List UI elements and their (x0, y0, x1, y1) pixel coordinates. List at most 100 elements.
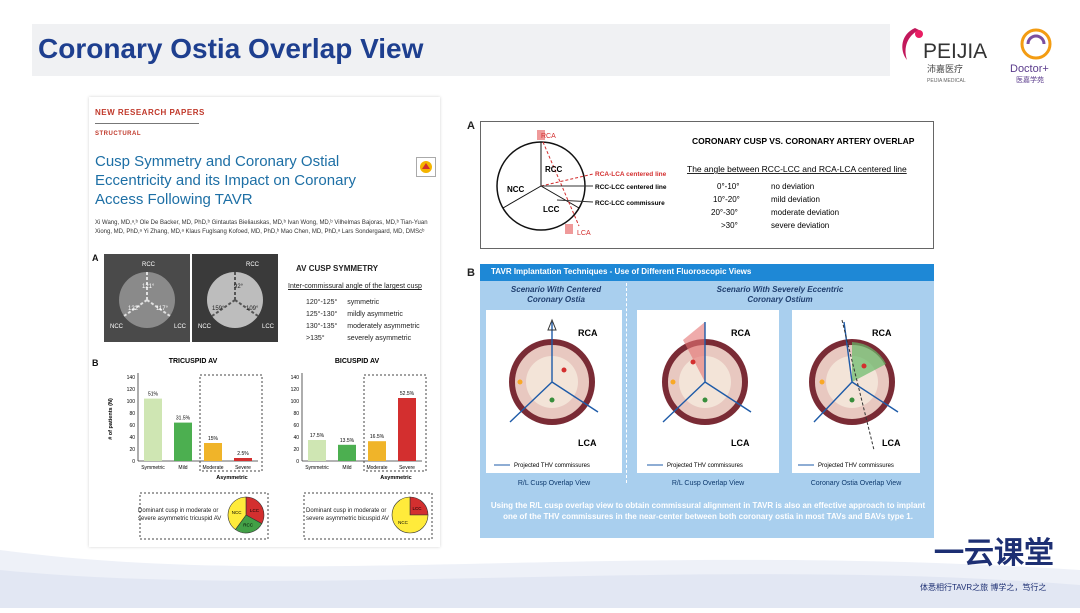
y-tick-label: 80 (129, 411, 135, 417)
data-label: 17.5% (310, 433, 325, 439)
svg-text:92°: 92° (234, 284, 244, 290)
dominant-bicuspid-note: Dominant cusp in moderate or severe asym… (306, 508, 389, 522)
cusp-symmetry-heading: AV CUSP SYMMETRY (296, 264, 379, 273)
svg-text:RCC: RCC (142, 262, 156, 268)
paper-title: Cusp Symmetry and Coronary Ostial Eccent… (95, 153, 356, 208)
category-label: Moderate (366, 465, 387, 471)
svg-text:RCA-LCA centered line: RCA-LCA centered line (595, 171, 667, 178)
category-label: Mild (342, 465, 351, 471)
svg-text:109°: 109° (246, 306, 259, 312)
panel-a-label: A (467, 120, 475, 132)
svg-text:Projected THV commissures: Projected THV commissures (818, 463, 894, 469)
peijia-logo: PEIJIA 沛嘉医疗 PEIJIA MEDICAL (893, 20, 998, 88)
pie-label: RCC (243, 523, 253, 528)
category-label: Severe (399, 465, 415, 471)
svg-text:10°-20°: 10°-20° (713, 195, 740, 204)
y-tick-label: 100 (291, 399, 300, 405)
bar (204, 443, 222, 461)
panel-a-heading: CORONARY CUSP VS. CORONARY ARTERY OVERLA… (692, 136, 915, 146)
svg-text:159°: 159° (212, 306, 225, 312)
svg-text:NCC: NCC (110, 324, 124, 330)
bar (144, 398, 162, 461)
y-tick-label: 120 (291, 387, 300, 393)
y-tick-label: 80 (293, 411, 299, 417)
paper-panel-a-label: A (92, 253, 99, 263)
bar (398, 398, 416, 461)
svg-text:Doctor+: Doctor+ (1010, 63, 1049, 75)
pie-label: NCC (398, 520, 408, 525)
svg-text:LCC: LCC (543, 205, 560, 214)
panel-a-subheading: The angle between RCC-LCC and RCA-LCA ce… (687, 164, 907, 174)
slide-title: Coronary Ostia Overlap View (38, 33, 424, 64)
svg-text:NCC: NCC (507, 185, 525, 194)
panel-b-header-text: TAVR Implantation Techniques - Use of Di… (491, 267, 752, 276)
svg-text:no deviation: no deviation (771, 182, 814, 191)
svg-text:医嘉学苑: 医嘉学苑 (1016, 75, 1044, 84)
footer-wave (0, 530, 1080, 608)
svg-text:LCA: LCA (578, 438, 597, 448)
paper-section: STRUCTURAL (95, 131, 141, 137)
category-label: Moderate (202, 465, 223, 471)
svg-text:RCA: RCA (578, 328, 598, 338)
svg-text:mild deviation: mild deviation (771, 195, 820, 204)
y-tick-label: 0 (132, 459, 135, 465)
bar (234, 458, 252, 461)
category-label: Severe (235, 465, 251, 471)
scenario-centered-title: Scenario With Centered Coronary Ostia (510, 285, 602, 304)
y-tick-label: 100 (127, 399, 136, 405)
pie-label: LCC (412, 506, 422, 511)
panel-b-label: B (467, 267, 475, 279)
paper-panel-b-label: B (92, 358, 99, 368)
footer-tagline: 体悉相行TAVR之旅 博学之，笃行之 (920, 583, 1047, 592)
pie-slice (235, 514, 263, 534)
svg-text:Projected THV commissures: Projected THV commissures (667, 463, 743, 469)
cusp-symmetry-subheading: Inter-commissural angle of the largest c… (288, 283, 422, 290)
bar (174, 422, 192, 461)
y-tick-label: 20 (293, 447, 299, 453)
svg-text:Projected THV commissures: Projected THV commissures (514, 463, 590, 469)
paper-authors: Xi Wang, MD,ᵃ,ᵇ Ole De Backer, MD, PhD,ᵇ… (95, 220, 428, 235)
scenario-eccentric-title: Scenario With Severely Eccentric Coronar… (716, 285, 844, 304)
asymmetric-group (199, 374, 263, 472)
svg-text:severe deviation: severe deviation (771, 221, 829, 230)
panel-b-header (480, 264, 934, 281)
svg-text:LCA: LCA (731, 438, 750, 448)
y-axis-label: # of patients (N) (108, 398, 114, 440)
data-label: 52.5% (400, 391, 415, 397)
y-tick-label: 120 (127, 387, 136, 393)
svg-text:RCA: RCA (872, 328, 892, 338)
y-tick-label: 140 (291, 375, 300, 381)
ct-images: RCC NCC LCC 121° 122° 117° RCC NCC LCC 9… (104, 254, 406, 342)
y-tick-label: 0 (296, 459, 299, 465)
svg-text:PEIJIA MEDICAL: PEIJIA MEDICAL (927, 78, 966, 84)
x-axis-label: Asymmetric (216, 475, 248, 481)
fluoro-view-2: RCA LCA Projected THV commissures (637, 310, 779, 473)
y-tick-label: 40 (129, 435, 135, 441)
doctor-plus-logo: Doctor+ 医嘉学苑 (1006, 24, 1068, 86)
pie-slice (391, 496, 429, 534)
svg-text:LCA: LCA (577, 230, 591, 237)
svg-text:moderate deviation: moderate deviation (771, 208, 839, 217)
crossmark-icon (416, 157, 436, 177)
panel-b-conclusion: Using the R/L cusp overlap view to obtai… (490, 501, 926, 521)
peijia-logo-text: PEIJIA (923, 40, 987, 63)
svg-text:>30°: >30° (721, 221, 738, 230)
svg-text:RCC-LCC commissure: RCC-LCC commissure (595, 200, 665, 207)
svg-text:20°-30°: 20°-30° (711, 208, 738, 217)
svg-text:121°: 121° (142, 284, 155, 290)
data-label: 31.5% (176, 416, 191, 422)
svg-text:RCC: RCC (545, 165, 563, 174)
paper-rule (95, 123, 199, 124)
view-2-caption: R/L Cusp Overlap View (671, 480, 745, 487)
pie-label: LCC (250, 508, 260, 513)
view-3-caption: Coronary Ostia Overlap View (810, 480, 902, 487)
category-label: Symmetric (305, 465, 329, 471)
svg-text:LCC: LCC (174, 324, 187, 330)
category-label: Mild (178, 465, 187, 471)
footer-brand: 一云课堂 (934, 536, 1054, 571)
view-1-caption: R/L Cusp Overlap View (517, 480, 591, 487)
svg-text:LCA: LCA (882, 438, 901, 448)
pie-slice (227, 496, 247, 530)
data-label: 15% (208, 436, 219, 442)
svg-text:0°-10°: 0°-10° (717, 182, 739, 191)
